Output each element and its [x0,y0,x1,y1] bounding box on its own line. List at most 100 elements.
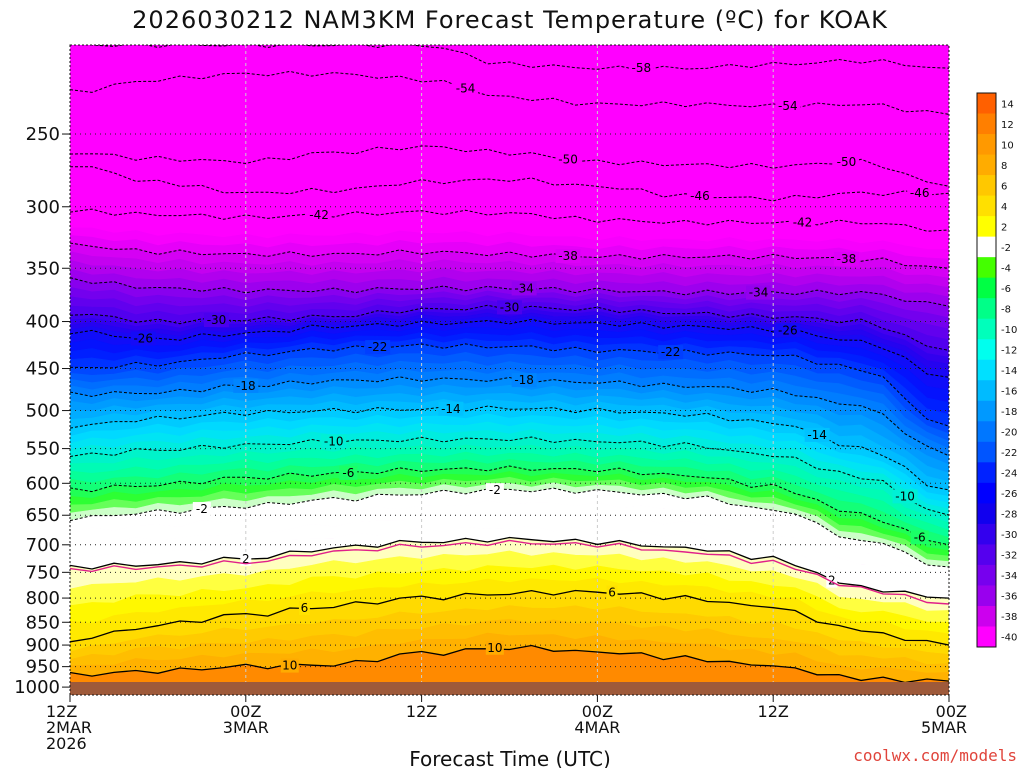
isotherm-label-bg [511,281,537,296]
isotherm-label-bg [365,340,391,355]
credit-text: coolwx.com/models [853,746,1017,765]
time-tick-label: 3MAR [223,718,269,737]
pressure-tick-label: 400 [26,312,60,333]
isotherm-label: -14 [441,402,461,416]
temperature-bands [70,45,949,695]
colorbar-label: -22 [1001,448,1017,459]
colorbar-swatch [977,134,996,156]
isotherm-label-bg [826,573,838,588]
isotherm-label-bg [485,483,504,498]
colorbar-label: 6 [1001,181,1007,192]
time-tick-label: 12Z [758,702,789,721]
pressure-tick-label: 500 [26,401,60,422]
colorbar-swatch [977,277,996,299]
colorbar-swatch [977,626,996,648]
colorbar-swatch [977,441,996,463]
time-tick-label: 12Z [46,702,77,721]
colorbar-label: -14 [1001,366,1017,377]
time-tick-label: 4MAR [574,718,620,737]
colorbar-label: -40 [1001,633,1017,644]
colorbar-label: -38 [1001,612,1017,623]
colorbar-swatch [977,257,996,279]
pressure-tick-label: 950 [26,657,60,678]
isotherm-label-bg [453,81,479,96]
isotherm-label-bg [204,313,229,328]
isotherm-line [70,70,949,115]
isotherm-label-bg [687,189,713,204]
isotherm-label: -26 [778,323,798,337]
pressure-tick-label: 900 [26,635,60,656]
isotherm-label: 10 [487,641,502,655]
isotherm-line [70,405,949,491]
isotherm-line [70,487,949,568]
isotherm-label-bg [233,378,259,393]
isotherm-label-bg [321,434,347,449]
colorbar-label: -26 [1001,489,1017,500]
colorbar-label: -32 [1001,551,1017,562]
colorbar-label: 14 [1001,99,1014,110]
isotherm-label: -50 [837,155,857,169]
colorbar-label: -18 [1001,407,1017,418]
isotherm-label-bg [130,331,156,346]
colorbar-swatch [977,236,996,258]
isotherm-line [84,45,949,72]
colorbar-label: -28 [1001,510,1017,521]
colorbar-label: -2 [1001,243,1011,254]
colorbar-swatch [977,544,996,566]
colorbar-label: 12 [1001,120,1014,131]
isotherm-label: -2 [489,483,501,497]
colorbar-label: 4 [1001,202,1007,213]
isotherm-label: 6 [608,585,616,599]
pressure-tick-label: 550 [26,439,60,460]
pressure-tick-label: 750 [26,562,60,583]
isotherm-line [70,318,949,378]
isotherm-label: -2 [196,502,208,516]
isotherm-label-bg [746,285,772,300]
isotherm-line [70,376,949,457]
isotherm-label-bg [775,323,801,338]
isotherm-label-bg [298,601,310,616]
isotherm-label: -42 [793,215,813,229]
isotherm-label-bg [497,300,522,315]
isotherm-label-bg [280,658,299,673]
time-tick-label: 5MAR [921,718,967,737]
colorbar-swatch [977,195,996,217]
colorbar-swatch [977,400,996,422]
isotherm-label: -6 [342,466,354,480]
isotherm-label-bg [628,61,654,76]
isotherm-line [70,242,949,269]
colorbar-label: -8 [1001,304,1011,315]
colorbar-label: -10 [1001,325,1017,336]
isotherm-contours: -58 -54 -54 -50 -50 -46 -46 -42 -42 -38 -38 -34 -34 -… [70,45,949,684]
isotherm-label-bg [438,401,464,416]
pressure-tick-label: 650 [26,505,60,526]
isotherm-label: -50 [558,152,578,166]
colorbar-label: 10 [1001,140,1014,151]
colorbar-swatch [977,462,996,484]
isotherm-line [70,145,949,187]
pressure-axis: 2503003504004505005506006507007508008509… [14,124,70,698]
colorbar-swatch [977,298,996,320]
colorbar-swatch [977,421,996,443]
colorbar-label: -36 [1001,592,1017,603]
isotherm-label: -18 [236,379,256,393]
colorbar-label: -4 [1001,263,1011,274]
colorbar-swatch [977,380,996,402]
plot-border [69,44,950,696]
colorbar-label: -20 [1001,428,1017,439]
isotherm-label-bg [658,345,684,360]
colorbar-label: 8 [1001,161,1007,172]
isotherm-label: -30 [500,300,520,314]
chart-title: 2026030212 NAM3KM Forecast Temperature (… [132,6,888,34]
isotherm-label: -42 [309,208,329,222]
time-tick-label: 00Z [582,702,613,721]
isotherm-label-bg [804,427,830,442]
pressure-tick-label: 700 [26,535,60,556]
pressure-tick-label: 800 [26,588,60,609]
isotherm-label: -22 [661,345,681,359]
ground-surface [70,682,949,695]
isotherm-label-bg [555,152,581,167]
pressure-tick-label: 450 [26,359,60,380]
isotherm-label-bg [606,585,618,600]
